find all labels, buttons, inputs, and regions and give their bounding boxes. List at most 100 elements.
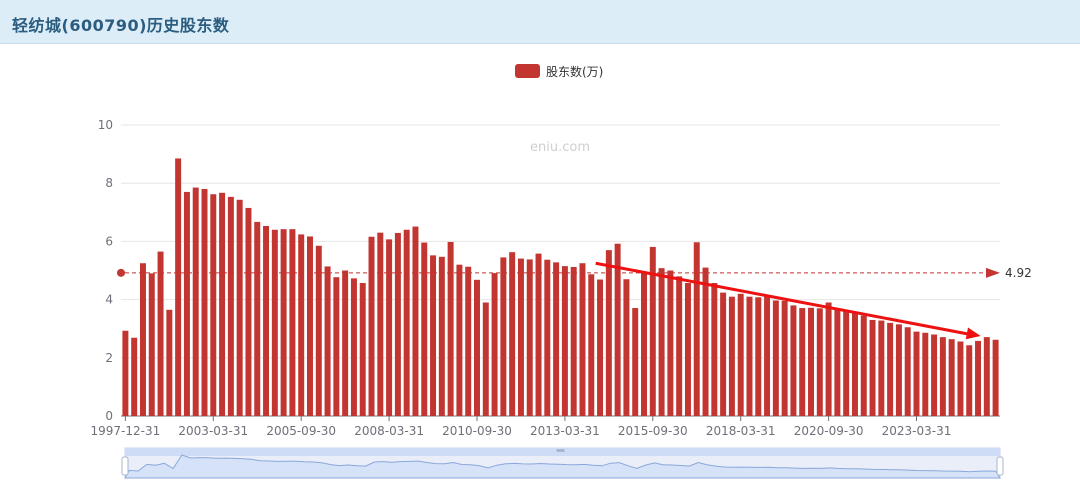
bar[interactable]: [289, 229, 296, 416]
bar[interactable]: [975, 340, 982, 416]
bar[interactable]: [887, 322, 894, 416]
bar[interactable]: [597, 279, 604, 416]
bar[interactable]: [368, 236, 375, 416]
bar[interactable]: [553, 262, 560, 416]
zoom-handle-right[interactable]: [996, 456, 1004, 476]
bar[interactable]: [869, 319, 876, 416]
bar[interactable]: [394, 232, 401, 416]
bar[interactable]: [799, 308, 806, 416]
zoom-drag-grip[interactable]: [556, 449, 565, 452]
bar[interactable]: [843, 311, 850, 416]
bar[interactable]: [324, 266, 331, 416]
bar[interactable]: [421, 242, 428, 416]
bar[interactable]: [474, 279, 480, 416]
bar[interactable]: [693, 242, 700, 416]
bar[interactable]: [825, 302, 832, 416]
bar[interactable]: [517, 258, 524, 416]
bar[interactable]: [175, 158, 182, 416]
bar[interactable]: [298, 234, 305, 416]
bar[interactable]: [570, 267, 577, 416]
bar[interactable]: [605, 250, 612, 416]
bar[interactable]: [588, 274, 595, 416]
bar[interactable]: [746, 296, 753, 416]
bar[interactable]: [359, 283, 366, 416]
bar[interactable]: [966, 345, 973, 416]
data-zoom-slider[interactable]: [121, 447, 1004, 479]
bar[interactable]: [447, 241, 454, 416]
bar[interactable]: [632, 308, 639, 416]
bar[interactable]: [227, 196, 234, 416]
bar[interactable]: [403, 229, 410, 416]
bar[interactable]: [614, 243, 621, 416]
legend-label[interactable]: 股东数(万): [546, 64, 603, 79]
average-markline[interactable]: 4.92: [117, 266, 1032, 280]
bar-series[interactable]: [122, 158, 999, 417]
bar[interactable]: [772, 300, 779, 416]
bar[interactable]: [192, 187, 199, 416]
bar[interactable]: [895, 324, 902, 416]
bar[interactable]: [728, 296, 735, 416]
bar[interactable]: [412, 226, 419, 416]
bar[interactable]: [245, 207, 252, 416]
bar[interactable]: [535, 253, 542, 416]
bar[interactable]: [948, 339, 955, 416]
bar[interactable]: [641, 271, 647, 416]
bar[interactable]: [236, 199, 243, 416]
bar[interactable]: [737, 293, 744, 416]
bar[interactable]: [983, 337, 990, 416]
bar[interactable]: [122, 330, 129, 416]
bar[interactable]: [280, 229, 287, 416]
bar[interactable]: [711, 283, 718, 416]
bar[interactable]: [183, 191, 190, 416]
bar[interactable]: [720, 292, 727, 416]
bar[interactable]: [377, 232, 384, 416]
bar[interactable]: [992, 339, 999, 416]
bar[interactable]: [667, 270, 674, 417]
bar[interactable]: [851, 313, 858, 416]
bar[interactable]: [306, 236, 313, 416]
legend[interactable]: 股东数(万): [515, 64, 603, 79]
bar[interactable]: [342, 270, 349, 417]
bar[interactable]: [350, 278, 357, 416]
bar[interactable]: [904, 327, 911, 416]
bar[interactable]: [219, 192, 226, 416]
bar[interactable]: [491, 273, 498, 416]
bar[interactable]: [526, 259, 533, 416]
legend-swatch[interactable]: [515, 64, 540, 78]
bar[interactable]: [579, 263, 586, 416]
bar[interactable]: [781, 300, 788, 416]
bar[interactable]: [834, 308, 841, 416]
bar[interactable]: [315, 245, 322, 416]
bar[interactable]: [878, 320, 885, 416]
bar[interactable]: [816, 308, 823, 416]
bar[interactable]: [509, 252, 516, 416]
bar[interactable]: [500, 257, 507, 416]
bar[interactable]: [271, 229, 278, 416]
bar[interactable]: [254, 221, 261, 416]
bar[interactable]: [456, 264, 463, 416]
bar[interactable]: [860, 315, 867, 416]
bar[interactable]: [702, 267, 709, 416]
bar[interactable]: [482, 302, 489, 416]
bar[interactable]: [465, 266, 472, 416]
bar[interactable]: [939, 337, 946, 416]
bar[interactable]: [676, 276, 683, 416]
bar[interactable]: [131, 337, 138, 416]
bar[interactable]: [957, 341, 964, 416]
bar[interactable]: [790, 305, 797, 416]
bar[interactable]: [658, 268, 665, 416]
bar[interactable]: [201, 189, 208, 416]
bar[interactable]: [148, 273, 155, 416]
bar[interactable]: [931, 334, 938, 416]
bar[interactable]: [263, 225, 270, 416]
bar[interactable]: [684, 283, 691, 416]
bar[interactable]: [139, 263, 146, 416]
bar[interactable]: [430, 255, 437, 416]
bar[interactable]: [913, 331, 920, 416]
bar[interactable]: [808, 307, 815, 416]
bar[interactable]: [386, 239, 393, 416]
bar[interactable]: [166, 309, 173, 416]
bar[interactable]: [755, 297, 762, 416]
bar[interactable]: [922, 332, 929, 416]
bar[interactable]: [623, 279, 630, 416]
